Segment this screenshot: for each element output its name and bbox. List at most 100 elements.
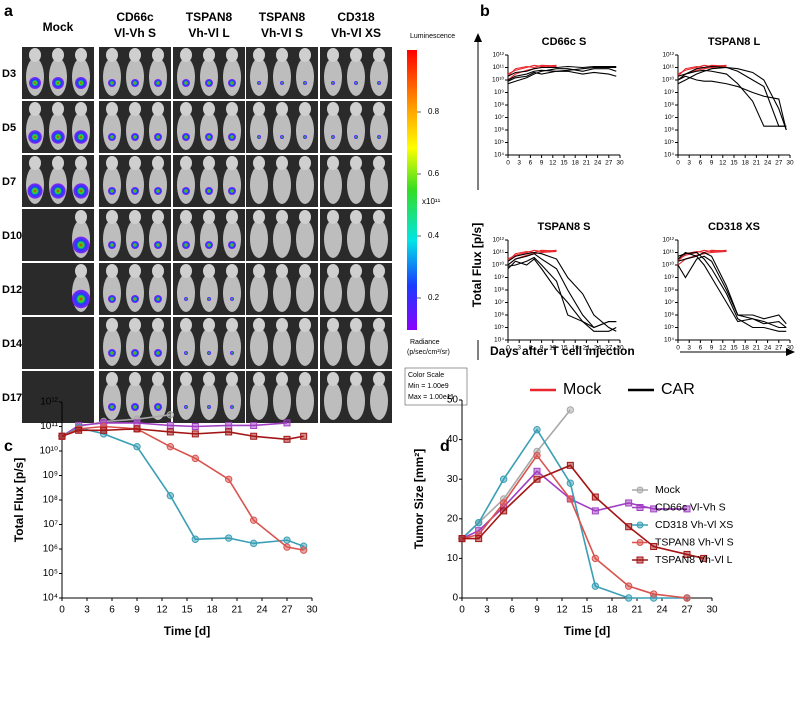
data-point xyxy=(683,550,691,558)
data-point xyxy=(283,435,291,443)
data-point xyxy=(566,461,574,469)
data-point xyxy=(499,499,508,507)
legend-marker xyxy=(636,486,644,494)
y-tick-label: 10¹² xyxy=(40,397,58,408)
mouse-head xyxy=(129,48,141,62)
signal xyxy=(182,241,190,249)
mouse-head xyxy=(373,210,385,224)
x-tick-label: 9 xyxy=(534,605,540,616)
mouse xyxy=(370,328,388,366)
x-tick-label: 12 xyxy=(719,160,727,167)
signal xyxy=(154,133,162,141)
mouse-head xyxy=(299,264,311,278)
mouse xyxy=(103,220,121,258)
y-axis-label: Tumor Size [mm²] xyxy=(412,449,426,549)
x-tick-label: 15 xyxy=(730,160,738,167)
mouse xyxy=(347,328,365,366)
mouse-head xyxy=(276,372,288,386)
mouse-head xyxy=(129,102,141,116)
mouse-head xyxy=(276,102,288,116)
mouse-head xyxy=(373,318,385,332)
mouse-head xyxy=(299,102,311,116)
y-tick-label: 10¹¹ xyxy=(662,64,674,71)
mouse xyxy=(223,112,241,150)
row-label: D10 xyxy=(2,230,22,242)
mouse xyxy=(149,382,167,420)
signal xyxy=(27,183,43,199)
mouse xyxy=(126,274,144,312)
x-tick-label: 24 xyxy=(656,605,668,616)
mouse xyxy=(250,166,268,204)
y-tick-label: 10⁷ xyxy=(494,299,504,306)
data-point xyxy=(166,442,175,451)
colorbar-box-line: Min = 1.00e9 xyxy=(408,383,449,390)
x-axis-label: Days after T cell injection xyxy=(490,344,635,358)
y-tick-label: 10⁹ xyxy=(494,274,504,281)
x-tick-label: 6 xyxy=(109,605,115,616)
signal xyxy=(131,403,139,411)
signal xyxy=(182,187,190,195)
signal xyxy=(331,135,335,139)
colorbar-box-line: Color Scale xyxy=(408,372,444,379)
mouse-head xyxy=(373,48,385,62)
mouse-head xyxy=(152,210,164,224)
series-line xyxy=(461,454,688,599)
mouse xyxy=(126,58,144,96)
signal xyxy=(154,187,162,195)
colorbar-tick-label: 0.2 xyxy=(428,293,440,302)
mouse xyxy=(149,328,167,366)
data-point xyxy=(566,495,575,503)
signal xyxy=(205,79,213,87)
mouse xyxy=(370,58,388,96)
signal xyxy=(207,297,211,301)
mouse-head xyxy=(152,156,164,170)
mouse xyxy=(250,274,268,312)
mouse-head xyxy=(226,318,238,332)
signal xyxy=(75,77,87,89)
data-point xyxy=(500,507,508,515)
mouse xyxy=(347,112,365,150)
mouse xyxy=(273,220,291,258)
y-tick-label: 10⁷ xyxy=(494,114,504,121)
series-line xyxy=(677,249,727,260)
y-tick-label: 10¹⁰ xyxy=(40,446,58,457)
x-tick-label: 3 xyxy=(517,345,521,352)
signal xyxy=(354,81,358,85)
mouse xyxy=(177,274,195,312)
mouse-head xyxy=(203,372,215,386)
signal xyxy=(72,236,90,254)
data-point xyxy=(591,554,600,563)
x-tick-label: 24 xyxy=(594,160,602,167)
y-tick-label: 10⁸ xyxy=(664,287,674,294)
colorbar-unit-title: Radiance xyxy=(410,339,440,346)
chart-title: TSPAN8 S xyxy=(538,221,591,233)
y-tick-label: 10¹² xyxy=(492,52,504,59)
signal xyxy=(207,351,211,355)
mouse-head xyxy=(106,102,118,116)
mouse-head xyxy=(180,156,192,170)
legend-label: CAR xyxy=(661,381,695,398)
mouse-head xyxy=(327,102,339,116)
legend-label: CD318 Vh-Vl XS xyxy=(655,519,733,531)
mouse xyxy=(370,220,388,258)
data-point xyxy=(191,454,200,463)
mouse-head xyxy=(350,264,362,278)
mouse-head xyxy=(129,372,141,386)
mouse xyxy=(200,58,218,96)
x-tick-label: 3 xyxy=(687,345,691,352)
x-tick-label: 0 xyxy=(676,345,680,352)
data-point xyxy=(191,535,200,543)
x-tick-label: 12 xyxy=(549,345,557,352)
signal xyxy=(28,130,42,144)
x-tick-label: 21 xyxy=(231,605,243,616)
mouse-head xyxy=(129,264,141,278)
x-tick-label: 0 xyxy=(459,605,465,616)
y-tick-label: 10⁶ xyxy=(664,312,674,319)
mouse-head xyxy=(106,48,118,62)
x-tick-label: 30 xyxy=(616,345,624,352)
mouse xyxy=(273,382,291,420)
y-tick-label: 10⁴ xyxy=(494,152,504,159)
x-tick-label: 18 xyxy=(572,345,580,352)
signal xyxy=(50,183,66,199)
